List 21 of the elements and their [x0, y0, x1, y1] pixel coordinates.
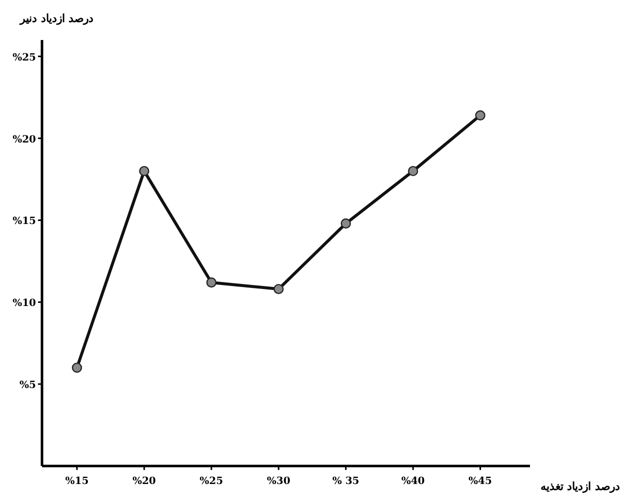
point: [408, 166, 418, 176]
y-tick-label: %15: [12, 216, 36, 228]
x-axis-title: درصد ازدیاد تغذیه: [540, 480, 620, 493]
y-tick-label: %25: [12, 52, 36, 64]
point: [72, 362, 82, 373]
point: [206, 277, 216, 288]
y-axis-title: درصد ازدیاد دنیر: [19, 12, 94, 25]
x-tick-label: %25: [200, 476, 224, 487]
x-tick-label: %15: [65, 476, 89, 487]
x-tick-label: %40: [401, 476, 425, 487]
y-tick-label: %5: [20, 380, 36, 392]
y-tick-label: %20: [12, 134, 36, 146]
x-tick-label: %45: [468, 476, 492, 487]
x-tick-label: %30: [266, 476, 290, 487]
point: [139, 166, 150, 176]
point: [274, 284, 284, 294]
x-tick-label: %20: [132, 476, 156, 487]
point: [475, 110, 486, 120]
y-tick-label: %10: [12, 298, 36, 310]
point: [340, 218, 351, 229]
x-tick-label: % 35: [332, 476, 360, 487]
